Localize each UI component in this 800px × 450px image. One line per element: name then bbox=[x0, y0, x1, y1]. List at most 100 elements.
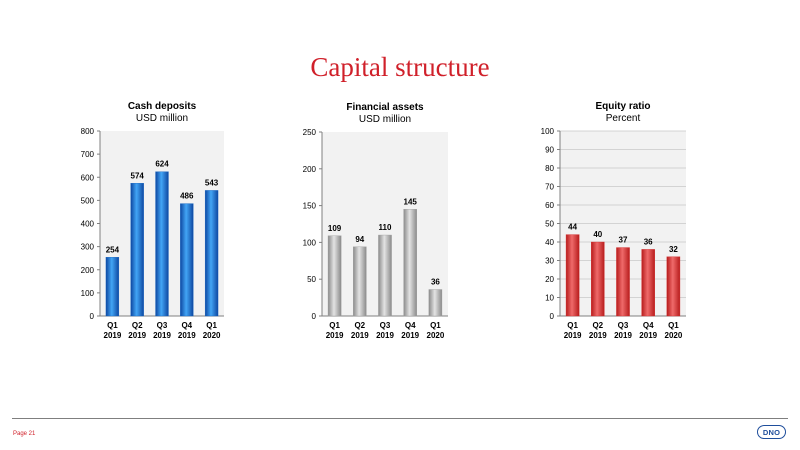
y-tick-label: 70 bbox=[545, 183, 554, 192]
bar bbox=[180, 203, 194, 317]
bar bbox=[591, 241, 605, 317]
data-label: 32 bbox=[669, 245, 678, 254]
x-tick-label-line: Q2 bbox=[132, 321, 143, 330]
data-label: 40 bbox=[593, 230, 602, 239]
x-tick-label-line: Q4 bbox=[181, 321, 192, 330]
x-tick-label-line: Q3 bbox=[380, 321, 391, 330]
x-tick-label: Q3 2019 bbox=[614, 321, 632, 340]
x-tick-label-line: 2019 bbox=[639, 331, 657, 340]
x-tick-label-line: Q3 bbox=[157, 321, 168, 330]
y-tick-label: 100 bbox=[541, 127, 555, 136]
chart-subtitle: USD million bbox=[359, 114, 411, 125]
x-tick-label: Q1 2019 bbox=[104, 321, 122, 340]
y-tick-label: 100 bbox=[81, 289, 95, 298]
x-tick-label-line: Q4 bbox=[405, 321, 416, 330]
x-tick-label-line: 2019 bbox=[614, 331, 632, 340]
x-tick-label-line: 2019 bbox=[401, 331, 419, 340]
bar bbox=[204, 190, 219, 317]
data-label: 624 bbox=[155, 160, 169, 169]
bar bbox=[616, 247, 630, 317]
y-tick-label: 0 bbox=[90, 312, 95, 321]
bar bbox=[130, 183, 144, 317]
x-tick-label: Q4 2019 bbox=[639, 321, 657, 340]
bar bbox=[353, 246, 367, 317]
data-label: 543 bbox=[205, 178, 219, 187]
x-tick-label: Q4 2019 bbox=[178, 321, 196, 340]
y-tick-label: 700 bbox=[81, 150, 95, 159]
bar bbox=[666, 256, 681, 317]
y-tick-label: 90 bbox=[545, 146, 554, 155]
x-tick-label: Q1 2020 bbox=[665, 321, 683, 340]
x-tick-label-line: Q1 bbox=[107, 321, 118, 330]
data-label: 109 bbox=[328, 224, 342, 233]
y-tick-label: 100 bbox=[303, 238, 317, 247]
y-tick-label: 80 bbox=[545, 164, 554, 173]
x-tick-label-line: Q2 bbox=[354, 321, 365, 330]
y-tick-label: 800 bbox=[81, 127, 95, 136]
y-tick-label: 200 bbox=[303, 165, 317, 174]
y-tick-label: 10 bbox=[545, 294, 554, 303]
y-tick-label: 250 bbox=[303, 128, 317, 137]
bar bbox=[105, 257, 120, 317]
x-tick-label-line: Q1 bbox=[329, 321, 340, 330]
y-tick-label: 30 bbox=[545, 257, 554, 266]
y-tick-label: 20 bbox=[545, 275, 554, 284]
x-tick-label: Q3 2019 bbox=[376, 321, 394, 340]
x-tick-label-line: Q1 bbox=[567, 321, 578, 330]
chart-subtitle: Percent bbox=[606, 113, 641, 124]
y-tick-label: 500 bbox=[81, 196, 95, 205]
y-tick-label: 0 bbox=[312, 312, 317, 321]
data-label: 574 bbox=[131, 171, 145, 180]
data-label: 110 bbox=[379, 223, 392, 232]
y-tick-label: 50 bbox=[545, 220, 554, 229]
y-tick-label: 600 bbox=[81, 173, 95, 182]
x-tick-label: Q3 2019 bbox=[153, 321, 171, 340]
y-tick-label: 150 bbox=[303, 202, 317, 211]
y-tick-label: 300 bbox=[81, 243, 95, 252]
bar bbox=[403, 209, 417, 317]
x-tick-label-line: 2019 bbox=[153, 331, 171, 340]
bar bbox=[428, 289, 443, 317]
x-tick-label: Q2 2019 bbox=[128, 321, 146, 340]
x-tick-label: Q4 2019 bbox=[401, 321, 419, 340]
y-tick-label: 200 bbox=[81, 266, 95, 275]
chart-title: Financial assets bbox=[346, 102, 424, 113]
x-tick-label-line: Q1 bbox=[668, 321, 679, 330]
y-tick-label: 60 bbox=[545, 201, 554, 210]
data-label: 36 bbox=[644, 237, 653, 246]
bar bbox=[327, 235, 342, 317]
footer-divider bbox=[12, 418, 788, 419]
x-tick-label-line: Q3 bbox=[618, 321, 629, 330]
x-tick-label-line: 2019 bbox=[128, 331, 146, 340]
y-tick-label: 0 bbox=[550, 312, 555, 321]
x-tick-label: Q1 2020 bbox=[203, 321, 221, 340]
bar bbox=[565, 234, 580, 317]
x-tick-label: Q2 2019 bbox=[351, 321, 369, 340]
x-tick-label-line: 2020 bbox=[203, 331, 221, 340]
x-tick-label: Q2 2019 bbox=[589, 321, 607, 340]
chart-title: Cash deposits bbox=[128, 101, 197, 112]
bar bbox=[378, 234, 392, 317]
x-tick-label-line: Q1 bbox=[206, 321, 217, 330]
y-tick-label: 40 bbox=[545, 238, 554, 247]
bar bbox=[641, 249, 655, 317]
dno-logo: DNO bbox=[757, 425, 786, 439]
x-tick-label-line: 2020 bbox=[665, 331, 683, 340]
data-label: 36 bbox=[431, 278, 440, 287]
page-number: Page 21 bbox=[13, 431, 36, 437]
y-tick-label: 50 bbox=[307, 275, 316, 284]
data-label: 254 bbox=[106, 245, 120, 254]
data-label: 486 bbox=[180, 192, 194, 201]
x-tick-label-line: 2019 bbox=[564, 331, 582, 340]
chart-title: Equity ratio bbox=[595, 101, 650, 112]
x-tick-label-line: 2019 bbox=[104, 331, 122, 340]
x-tick-label-line: 2019 bbox=[589, 331, 607, 340]
data-label: 37 bbox=[619, 236, 628, 245]
x-tick-label-line: 2019 bbox=[178, 331, 196, 340]
data-label: 145 bbox=[404, 197, 418, 206]
x-tick-label-line: Q2 bbox=[592, 321, 603, 330]
